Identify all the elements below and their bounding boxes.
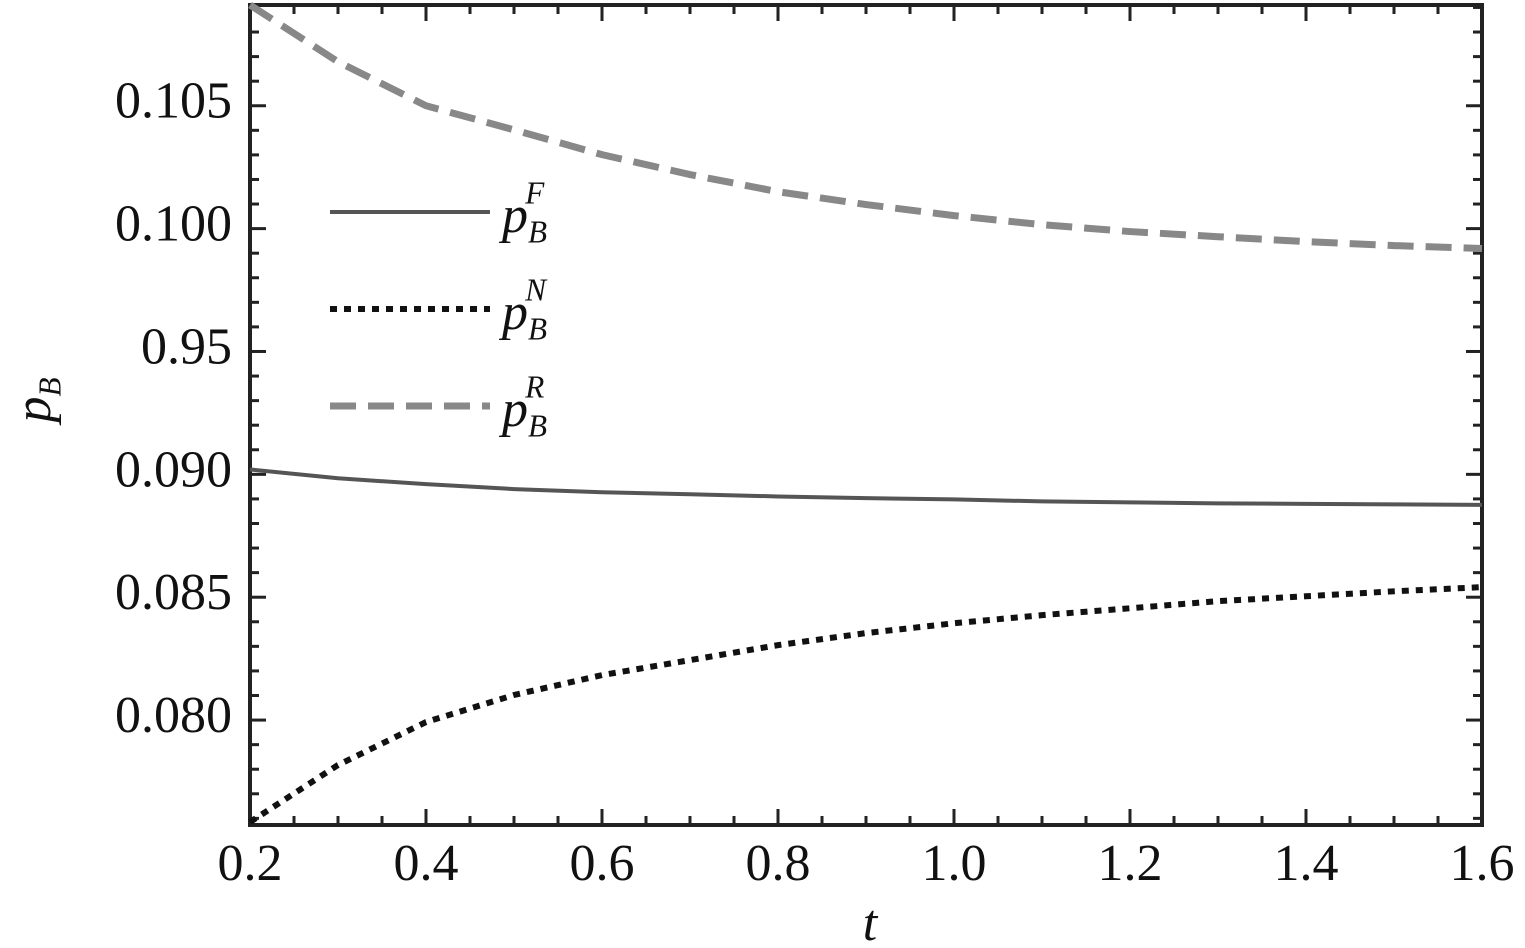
series-line: [248, 2, 1483, 253]
x-tick-label: 0.2: [218, 835, 283, 892]
x-tick-label: 1.2: [1098, 835, 1163, 892]
legend-label: pBN: [498, 273, 548, 347]
y-tick-label: 0.100: [115, 196, 232, 253]
x-tick-label: 1.0: [922, 835, 987, 892]
legend-label: pBR: [498, 370, 547, 444]
legend-label: pBF: [498, 176, 547, 250]
series-line: [249, 467, 1483, 507]
x-tick-label: 1.6: [1450, 835, 1515, 892]
x-tick-label: 0.4: [394, 835, 459, 892]
plot-frame: [248, 3, 1484, 827]
y-tick-label: 0.085: [115, 564, 232, 621]
x-axis-label: t: [863, 895, 879, 948]
y-axis-label: pB: [5, 377, 68, 426]
x-tick-label: 0.8: [746, 835, 811, 892]
y-tick-label: 0.95: [141, 318, 232, 375]
y-tick-label: 0.105: [115, 73, 232, 130]
x-tick-label: 0.6: [570, 835, 635, 892]
y-tick-label: 0.090: [115, 441, 232, 498]
series-line: [248, 584, 1483, 825]
x-tick-label: 1.4: [1274, 835, 1339, 892]
y-tick-label: 0.080: [115, 687, 232, 744]
